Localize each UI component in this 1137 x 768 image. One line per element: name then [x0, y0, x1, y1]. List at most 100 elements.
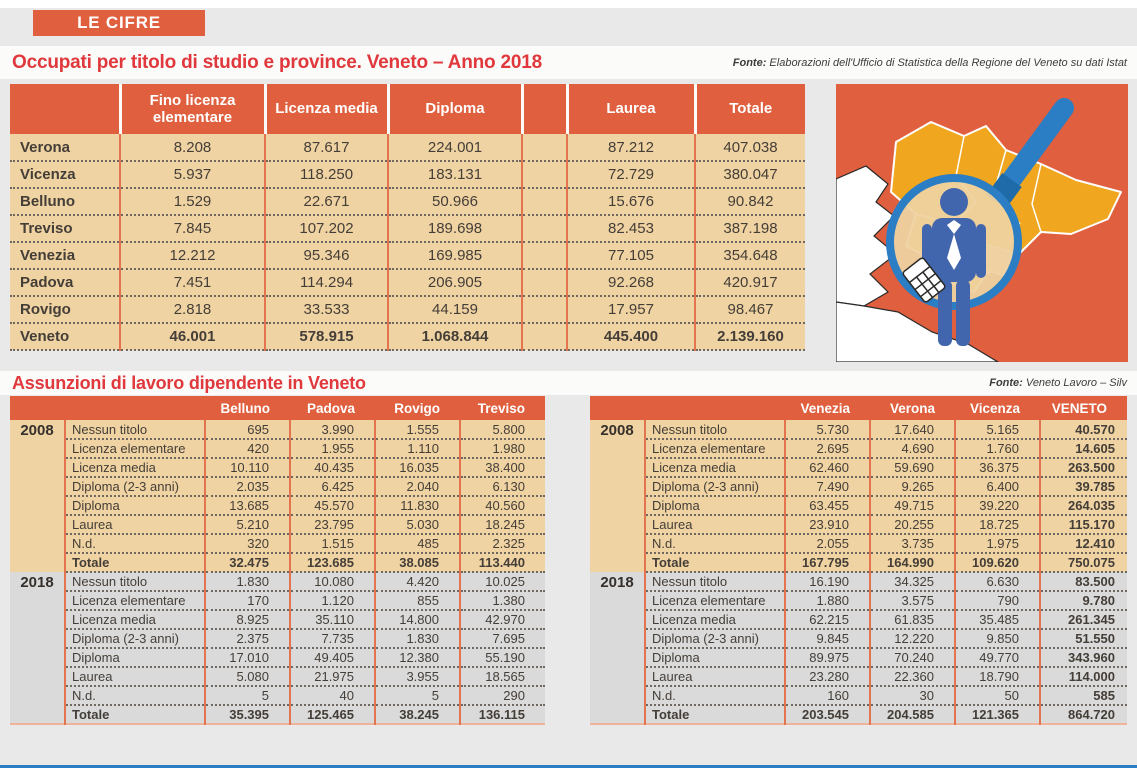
value-cell: 8.925	[205, 610, 291, 630]
column-header	[10, 84, 120, 134]
value-cell	[521, 242, 567, 270]
value-cell: 750.075	[1040, 553, 1127, 573]
value-cell: 21.975	[290, 667, 376, 687]
row-label: Totale	[65, 553, 206, 573]
table-row: Licenza media 62.460 59.690 36.375 263.500	[590, 458, 1127, 478]
value-cell: 83.500	[1040, 572, 1127, 592]
table-row: Licenza media 8.925 35.110 14.800 42.970	[10, 610, 545, 630]
value-cell: 35.395	[205, 705, 291, 725]
table-row: Totale 167.795 164.990 109.620 750.075	[590, 553, 1127, 573]
row-label: Diploma	[65, 648, 206, 668]
label-column-header	[65, 396, 205, 420]
table-row: Licenza elementare 170 1.120 855 1.380	[10, 591, 545, 611]
row-label: Diploma	[65, 496, 206, 516]
section1-source: Fonte: Elaborazioni dell'Ufficio di Stat…	[733, 57, 1137, 69]
value-cell: 6.130	[460, 477, 545, 497]
table-row: Diploma (2-3 anni) 9.845 12.220 9.850 51.550	[590, 629, 1127, 649]
value-cell: 5.165	[955, 420, 1041, 440]
value-cell: 855	[375, 591, 461, 611]
value-cell: 10.110	[205, 458, 291, 478]
value-cell: 40.560	[460, 496, 545, 516]
value-cell: 169.985	[387, 242, 522, 270]
table-row: Laurea 5.210 23.795 5.030 18.245	[10, 515, 545, 535]
value-cell: 1.380	[460, 591, 545, 611]
column-header: Vicenza	[955, 396, 1040, 420]
row-label: Licenza elementare	[65, 591, 206, 611]
row-label: Diploma	[645, 496, 786, 516]
value-cell: 121.365	[955, 705, 1041, 725]
row-label: Licenza elementare	[645, 591, 786, 611]
row-label: Laurea	[645, 667, 786, 687]
value-cell: 1.830	[205, 572, 291, 592]
table-row: Laurea 23.280 22.360 18.790 114.000	[590, 667, 1127, 687]
value-cell: 2.818	[119, 296, 265, 324]
value-cell: 32.475	[205, 553, 291, 573]
row-label: Nessun titolo	[65, 420, 206, 440]
table-row: N.d. 320 1.515 485 2.325	[10, 534, 545, 554]
table-row: Laurea 23.910 20.255 18.725 115.170	[590, 515, 1127, 535]
value-cell: 114.000	[1040, 667, 1127, 687]
worker-icon	[922, 188, 986, 346]
value-cell: 33.533	[264, 296, 388, 324]
value-cell: 45.570	[290, 496, 376, 516]
value-cell: 40.435	[290, 458, 376, 478]
value-cell: 49.405	[290, 648, 376, 668]
value-cell: 7.451	[119, 269, 265, 297]
province-border	[1031, 163, 1042, 233]
row-label: Laurea	[645, 515, 786, 535]
section1-header: Occupati per titolo di studio e province…	[0, 46, 1137, 79]
value-cell: 14.800	[375, 610, 461, 630]
value-cell: 92.268	[566, 269, 695, 297]
value-cell	[521, 269, 567, 297]
value-cell: 17.640	[870, 420, 956, 440]
value-cell: 2.139.160	[694, 323, 805, 351]
year-cell: 2008	[590, 420, 646, 572]
value-cell: 1.975	[955, 534, 1041, 554]
value-cell: 10.025	[460, 572, 545, 592]
column-header: Rovigo	[375, 396, 460, 420]
value-cell: 115.170	[1040, 515, 1127, 535]
column-header: Venezia	[785, 396, 870, 420]
assunzioni-table-left: Belluno Padova Rovigo Treviso 2008 Nessun ti…	[10, 396, 545, 725]
kicker-label: LE CIFRE	[77, 13, 161, 32]
value-cell: 1.760	[955, 439, 1041, 459]
value-cell: 1.830	[375, 629, 461, 649]
value-cell: 5.080	[205, 667, 291, 687]
row-label: Rovigo	[10, 296, 120, 324]
value-cell: 95.346	[264, 242, 388, 270]
year-column-header	[590, 396, 645, 420]
value-cell: 2.375	[205, 629, 291, 649]
value-cell: 2.055	[785, 534, 871, 554]
value-cell: 40.570	[1040, 420, 1127, 440]
value-cell: 87.617	[264, 134, 388, 162]
value-cell: 585	[1040, 686, 1127, 706]
row-label: Padova	[10, 269, 120, 297]
value-cell: 42.970	[460, 610, 545, 630]
value-cell: 16.035	[375, 458, 461, 478]
value-cell: 17.957	[566, 296, 695, 324]
value-cell	[521, 161, 567, 189]
value-cell: 7.845	[119, 215, 265, 243]
column-header	[520, 84, 567, 134]
value-cell: 18.565	[460, 667, 545, 687]
table-row: Diploma 63.455 49.715 39.220 264.035	[590, 496, 1127, 516]
table-row: Diploma (2-3 anni) 7.490 9.265 6.400 39.785	[590, 477, 1127, 497]
value-cell: 261.345	[1040, 610, 1127, 630]
value-cell: 204.585	[870, 705, 956, 725]
row-label: Diploma	[645, 648, 786, 668]
value-cell: 407.038	[694, 134, 805, 162]
veneto-map-illustration	[836, 84, 1128, 362]
column-header: Fino licenza elementare	[118, 84, 265, 134]
assunzioni-table-right: Venezia Verona Vicenza VENETO 2008 Nessun ti…	[590, 396, 1127, 725]
value-cell: 5	[375, 686, 461, 706]
row-label: Totale	[645, 705, 786, 725]
value-cell: 38.085	[375, 553, 461, 573]
table-row: Diploma 17.010 49.405 12.380 55.190	[10, 648, 545, 668]
table-row: Diploma 89.975 70.240 49.770 343.960	[590, 648, 1127, 668]
section1-title: Occupati per titolo di studio e province…	[12, 51, 542, 73]
table-row: 2008 Nessun titolo 5.730 17.640 5.165 40.570	[590, 420, 1127, 572]
column-header: Totale	[693, 84, 805, 134]
value-cell: 1.555	[375, 420, 461, 440]
table-row: Totale 35.395 125.465 38.245 136.115	[10, 705, 545, 725]
table-row: 2018 Nessun titolo 1.830 10.080 4.420 10.025	[10, 572, 545, 724]
